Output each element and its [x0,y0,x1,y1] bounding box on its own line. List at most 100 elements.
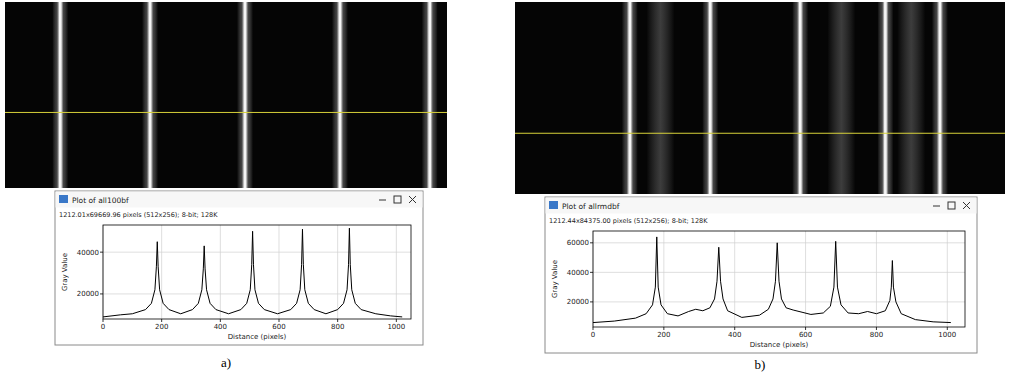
tick-label: 200 [657,331,670,339]
panel: Plot of all100bf 1212.01x69669.96 pixels … [5,2,447,370]
panel-label: a) [221,355,231,370]
grid-line [663,231,664,327]
tick-label: 40000 [77,249,99,257]
title-bar [546,198,977,214]
tick-mark [337,319,338,322]
data-group [103,228,402,317]
tick-label: 20000 [77,290,99,298]
close-icon [963,202,970,209]
profile-line [5,112,447,113]
faint-fringe [646,2,674,194]
tick-mark [103,319,104,322]
grid-line [103,293,411,294]
grid-line [337,225,338,319]
tick-mark [876,327,877,330]
tick-mark [279,319,280,322]
plot-area [103,225,411,319]
window-subtitle: 1212.01x69669.96 pixels (512x256); 8-bit… [59,211,218,219]
tick-mark [100,293,103,294]
y-axis-title: Gray Value [551,260,559,298]
fringe [142,2,158,188]
grid-line [593,242,965,243]
faint-fringe [827,2,855,194]
title-bar [56,192,423,208]
tick-label: 400 [728,331,741,339]
panel: Plot of allrmdbf 1212.44x84375.00 pixels … [515,2,1005,372]
data-group [593,237,951,323]
plot-area [593,231,965,327]
tick-label: 0 [101,323,105,331]
faint-fringe [897,2,925,194]
tick-mark [947,327,948,330]
tick-label: 400 [214,323,227,331]
image-background [515,2,1005,194]
tick-mark [805,327,806,330]
fringe [932,2,948,194]
grid-line [220,225,221,319]
panel-label: b) [755,357,766,372]
grid-line [103,252,411,253]
tick-mark [220,319,221,322]
profile-curve [593,237,951,323]
image-background [5,2,447,188]
grid-line [876,231,877,327]
grid-line [947,231,948,327]
fringe [237,2,253,188]
fringe-image [5,2,447,188]
fringe-image [515,2,1005,194]
tick-label: 1000 [387,323,405,331]
grid-line [396,225,397,319]
fringe [877,2,893,194]
window-icon [549,201,558,209]
tick-mark [161,319,162,322]
tick-mark [590,272,593,273]
profile-curve [103,228,402,317]
plot-window: Plot of allrmdbf 1212.44x84375.00 pixels … [545,197,977,353]
fringe [622,2,638,194]
tick-mark [593,327,594,330]
window-subtitle: 1212.44x84375.00 pixels (512x256); 8-bit… [549,217,708,225]
tick-mark [590,242,593,243]
tick-label: 600 [799,331,812,339]
fringe [422,2,438,188]
window-title: Plot of allrmdbf [562,202,620,211]
fringe [792,2,808,194]
fringe [52,2,68,188]
grid-line [734,231,735,327]
figure: Plot of all100bf 1212.01x69669.96 pixels … [0,0,1013,376]
maximize-icon [948,202,955,209]
tick-mark [734,327,735,330]
grid-line [593,301,965,302]
minimize-icon [933,206,940,207]
plot-frame [103,225,411,319]
tick-label: 0 [591,331,595,339]
window-frame [545,197,977,353]
fringe [702,2,718,194]
tick-mark [100,252,103,253]
profile-line [515,133,1005,134]
tick-mark [396,319,397,322]
window-title: Plot of all100bf [72,196,129,205]
tick-label: 200 [155,323,168,331]
close-icon [409,196,416,203]
tick-label: 60000 [567,239,589,247]
tick-label: 40000 [567,269,589,277]
minimize-icon [379,200,386,201]
grid-line [279,225,280,319]
tick-label: 20000 [567,298,589,306]
maximize-icon [394,196,401,203]
plot-frame [593,231,965,327]
tick-label: 600 [272,323,285,331]
grid-line [161,225,162,319]
y-axis-title: Gray Value [61,253,69,291]
plot: 0 200 400 600 800 1000 20000 40000 60000 Distance… [551,231,965,349]
x-axis-title: Distance (pixels) [750,341,809,349]
tick-label: 800 [870,331,883,339]
fringe [332,2,348,188]
tick-label: 800 [331,323,344,331]
tick-label: 1000 [938,331,956,339]
tick-mark [663,327,664,330]
x-axis-title: Distance (pixels) [228,333,287,341]
plot-window: Plot of all100bf 1212.01x69669.96 pixels … [55,191,423,345]
window-frame [55,191,423,345]
